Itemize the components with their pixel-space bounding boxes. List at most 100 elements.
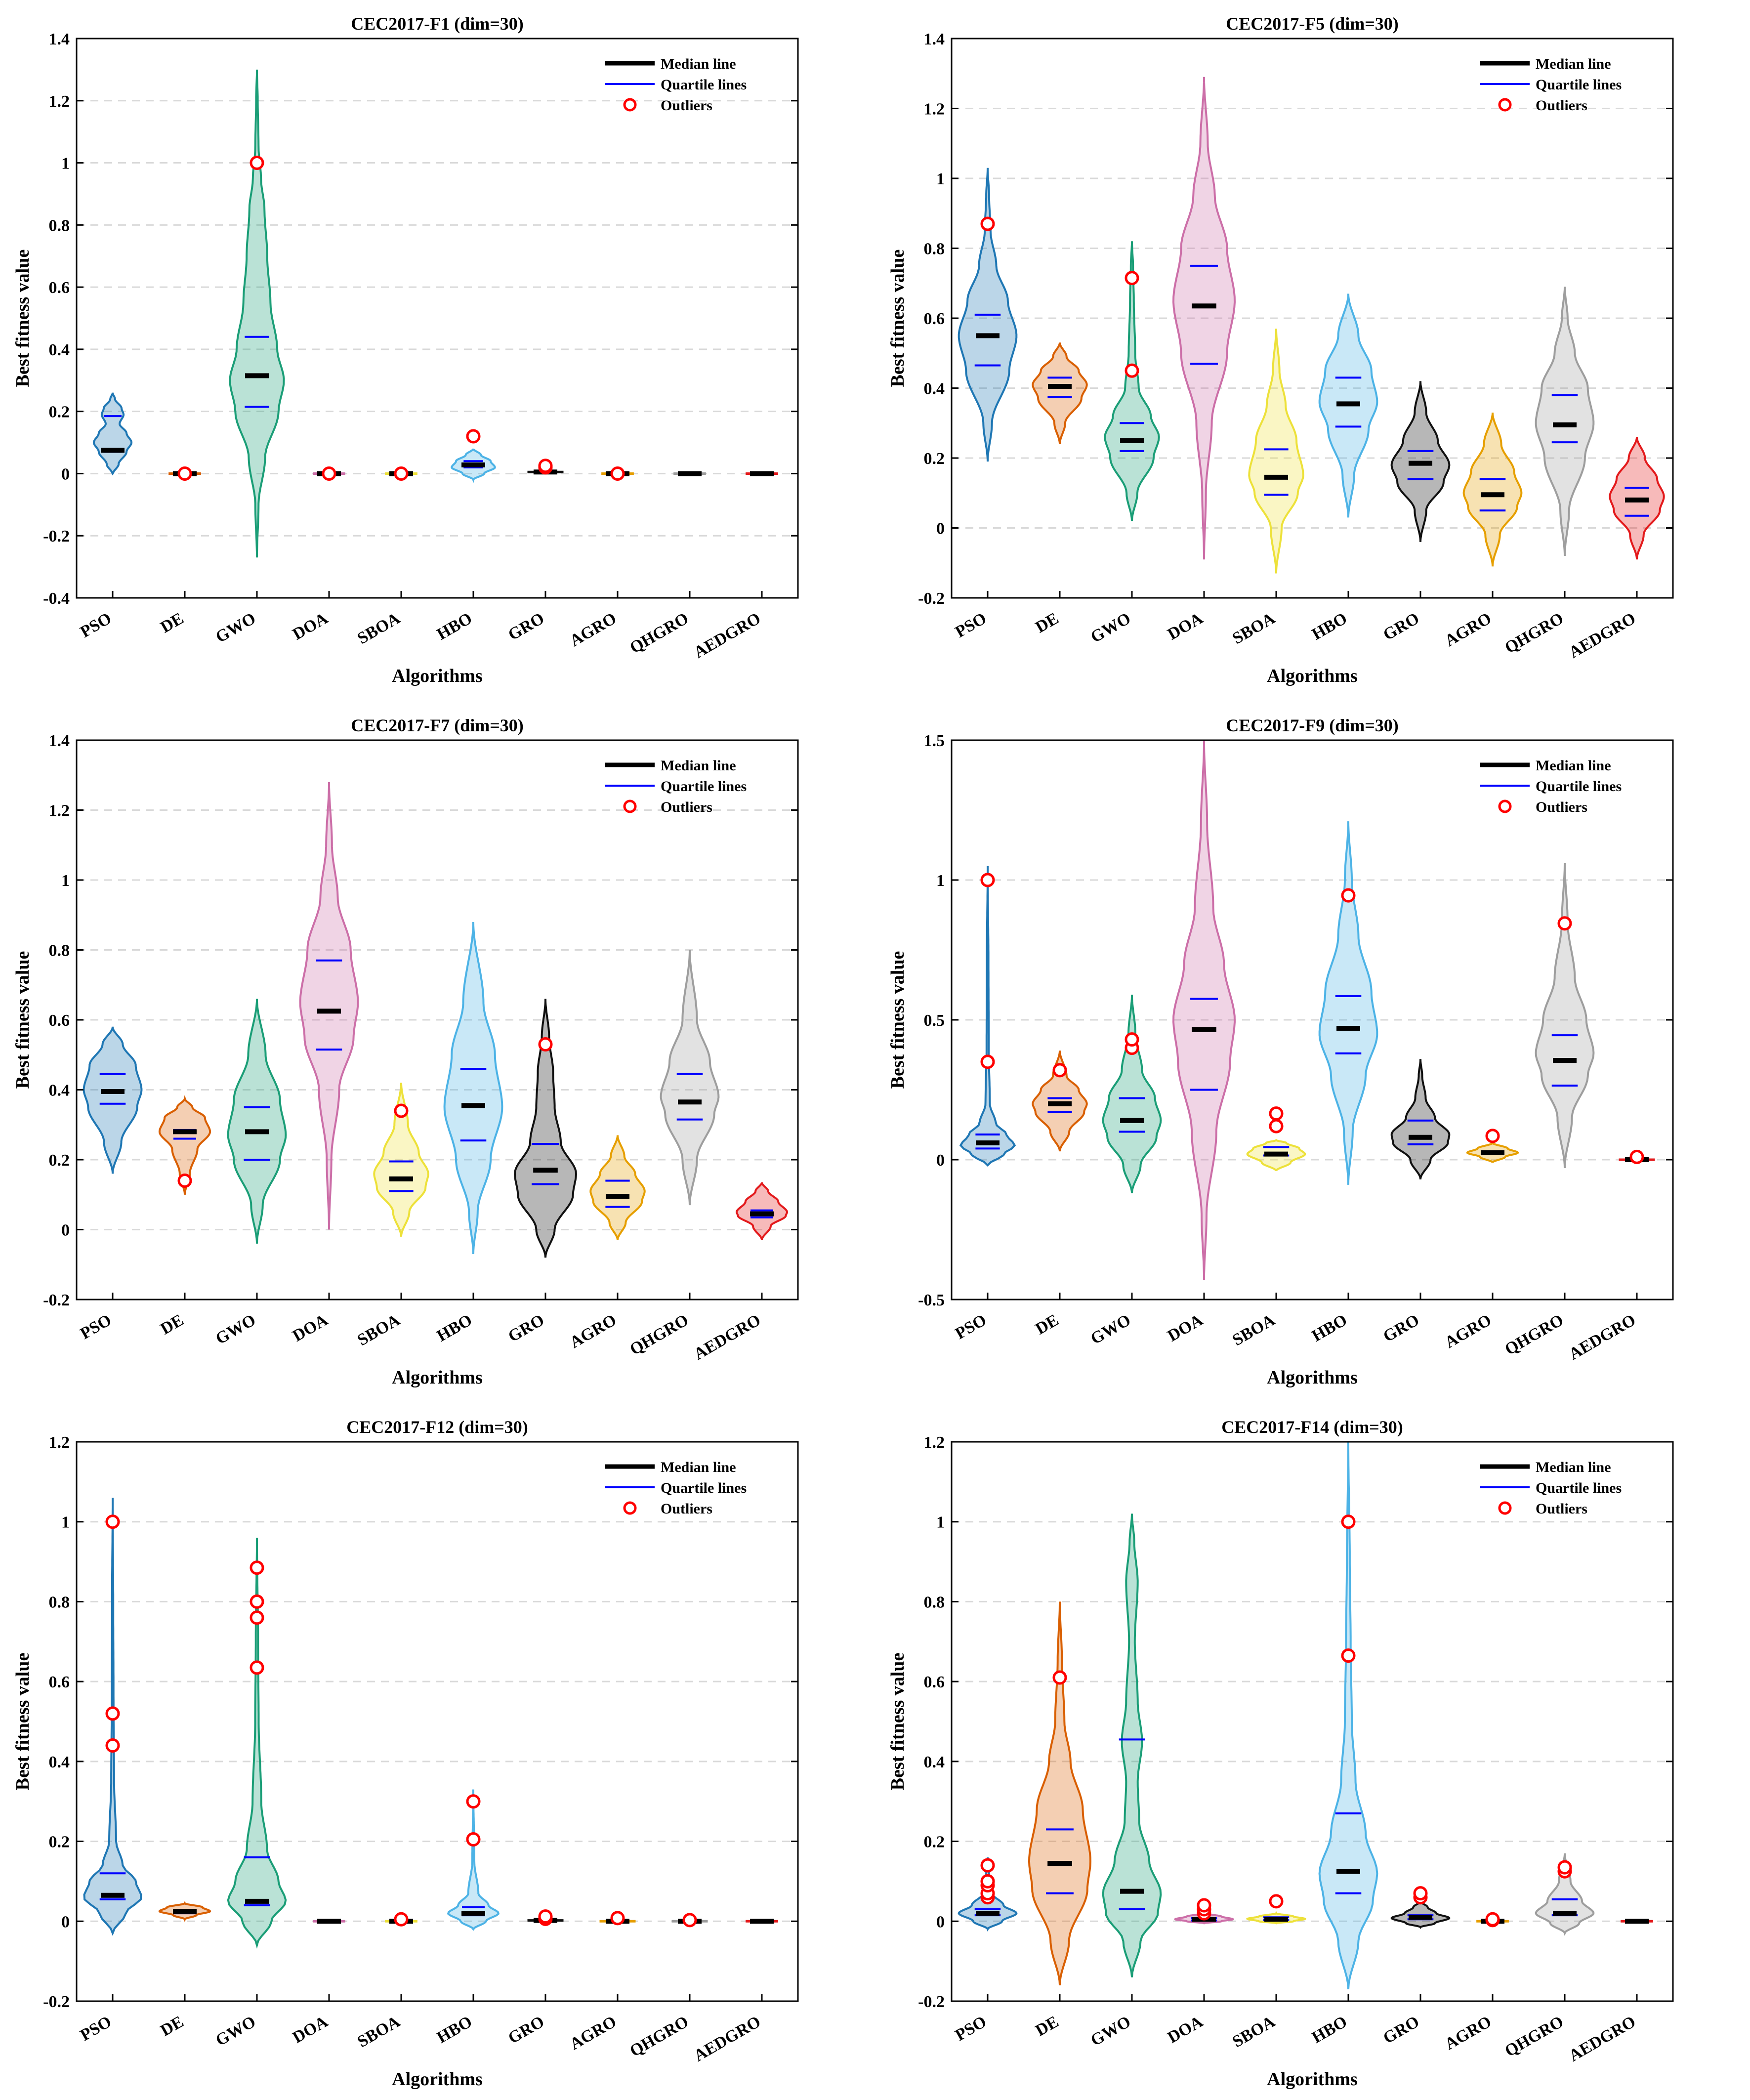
violin-gwo bbox=[1102, 995, 1162, 1194]
legend-outlier-label: Outliers bbox=[661, 799, 712, 815]
violin-body bbox=[1535, 287, 1595, 556]
x-tick-label-gro: GRO bbox=[505, 609, 547, 644]
violin-aedgro bbox=[1609, 437, 1665, 560]
legend-outlier-swatch bbox=[1498, 799, 1512, 813]
violin-gwo bbox=[229, 69, 285, 558]
outlier-point bbox=[394, 466, 409, 481]
y-tick-label: 0.6 bbox=[924, 310, 945, 328]
violin-aedgro bbox=[1619, 1149, 1655, 1164]
y-tick-label: 1.2 bbox=[924, 100, 945, 119]
y-tick-label: 0.4 bbox=[49, 1753, 70, 1771]
violin-qhgro bbox=[660, 950, 720, 1206]
violin-sboa bbox=[385, 466, 417, 481]
y-tick-label: 0.6 bbox=[924, 1673, 945, 1691]
legend-quartile-label: Quartile lines bbox=[661, 778, 747, 795]
y-tick-label: 0.8 bbox=[49, 216, 70, 235]
violin-body bbox=[443, 922, 503, 1255]
outlier-point bbox=[1341, 888, 1356, 903]
legend: Median line Quartile lines Outliers bbox=[605, 56, 747, 114]
y-axis-label: Best fitness value bbox=[887, 1653, 908, 1791]
x-axis-label: Algorithms bbox=[392, 1367, 483, 1388]
x-tick-label-hbo: HBO bbox=[434, 609, 475, 644]
y-tick-label: 1 bbox=[61, 872, 70, 890]
x-tick-label-de: DE bbox=[158, 609, 187, 637]
chart-title: CEC2017-F5 (dim=30) bbox=[1226, 14, 1399, 34]
y-tick-label: 0.6 bbox=[49, 1673, 70, 1691]
y-tick-label: 0.4 bbox=[49, 1082, 70, 1100]
legend-outlier-label: Outliers bbox=[661, 97, 712, 114]
y-tick-label: -0.4 bbox=[43, 589, 70, 608]
y-tick-label: 1 bbox=[936, 872, 945, 890]
outlier-point bbox=[1413, 1886, 1428, 1901]
x-tick-label-doa: DOA bbox=[290, 609, 331, 644]
y-tick-label: 0.8 bbox=[924, 1593, 945, 1611]
y-tick-label: 1.5 bbox=[924, 732, 945, 750]
legend-quartile-label: Quartile lines bbox=[1536, 1480, 1622, 1496]
y-tick-label: 1.2 bbox=[924, 1433, 945, 1452]
violin-body bbox=[299, 782, 359, 1230]
outlier-point bbox=[466, 1794, 481, 1809]
outlier-point bbox=[1125, 1032, 1139, 1047]
grid-lines bbox=[952, 1521, 1673, 1922]
violin-doa bbox=[1172, 77, 1236, 560]
x-tick-label-qhgro: QHGRO bbox=[1502, 1311, 1567, 1359]
violin-body bbox=[158, 1094, 211, 1195]
legend: Median line Quartile lines Outliers bbox=[605, 757, 747, 815]
grid-lines bbox=[952, 879, 1673, 1161]
violin-aedgro bbox=[735, 1182, 789, 1240]
legend: Median line Quartile lines Outliers bbox=[1480, 757, 1622, 815]
grid-lines bbox=[77, 809, 798, 1230]
x-tick-label-aedgro: AEDGRO bbox=[1566, 1311, 1639, 1364]
x-tick-label-de: DE bbox=[1033, 1311, 1062, 1339]
violin-gro bbox=[513, 999, 578, 1258]
violin-hbo bbox=[1318, 1442, 1378, 1989]
violin-pso bbox=[958, 1857, 1018, 1932]
legend-outlier-swatch bbox=[623, 799, 637, 813]
y-tick-label: 0.6 bbox=[49, 279, 70, 297]
violin-de bbox=[168, 466, 201, 481]
y-axis: -0.5 0 0.5 1 1.5 bbox=[918, 732, 1673, 1309]
x-tick-label-aedgro: AEDGRO bbox=[691, 609, 764, 662]
x-tick-label-gro: GRO bbox=[1380, 609, 1422, 644]
grid-lines bbox=[952, 108, 1673, 529]
y-axis-label: Best fitness value bbox=[887, 951, 908, 1089]
violin-de bbox=[1032, 1050, 1088, 1152]
outlier-point bbox=[1052, 1670, 1067, 1685]
legend-outlier-label: Outliers bbox=[1536, 1501, 1587, 1517]
outlier-point bbox=[538, 1909, 553, 1924]
chart-panel-f5: -0.2 0 0.2 0.4 0.6 0.8 1 1.2 1.4 PSO DE GWO DOA SBOA H… bbox=[887, 14, 1674, 686]
y-axis: -0.4 -0.2 0 0.2 0.4 0.6 0.8 1 1.2 1.4 bbox=[43, 30, 798, 608]
legend-median-label: Median line bbox=[661, 757, 736, 774]
x-axis-label: Algorithms bbox=[1267, 666, 1358, 686]
x-tick-label-gwo: GWO bbox=[1087, 1311, 1134, 1348]
y-tick-label: 0.4 bbox=[924, 1753, 945, 1771]
y-tick-label: 0.2 bbox=[924, 450, 945, 468]
x-tick-label-de: DE bbox=[1033, 2013, 1062, 2040]
violin-body bbox=[1248, 329, 1304, 574]
violin-qhgro bbox=[1535, 287, 1595, 556]
x-tick-label-gro: GRO bbox=[1380, 2013, 1422, 2048]
violin-body bbox=[447, 1789, 500, 1931]
x-tick-label-gwo: GWO bbox=[1087, 609, 1134, 646]
x-tick-label-pso: PSO bbox=[952, 609, 990, 641]
chart-panel-f14: -0.2 0 0.2 0.4 0.6 0.8 1 1.2 PSO DE GWO DOA SBOA HBO G… bbox=[887, 1417, 1674, 2090]
x-tick-label-pso: PSO bbox=[77, 1311, 115, 1343]
outlier-point bbox=[1485, 1912, 1500, 1927]
y-axis-label: Best fitness value bbox=[887, 250, 908, 387]
outlier-point bbox=[1485, 1129, 1500, 1143]
x-tick-label-doa: DOA bbox=[1165, 2013, 1206, 2047]
violin-gro bbox=[1390, 1059, 1451, 1179]
outlier-point bbox=[250, 1594, 264, 1609]
x-tick-label-aedgro: AEDGRO bbox=[1566, 2013, 1639, 2065]
violin-gwo bbox=[227, 1538, 287, 1949]
x-tick-label-doa: DOA bbox=[1165, 609, 1206, 644]
x-tick-label-qhgro: QHGRO bbox=[1502, 2013, 1567, 2060]
outlier-point bbox=[538, 459, 553, 473]
x-tick-label-de: DE bbox=[158, 1311, 187, 1339]
y-tick-label: 1.4 bbox=[49, 30, 70, 48]
outlier-point bbox=[466, 1832, 481, 1847]
violin-agro bbox=[599, 1911, 636, 1926]
legend-median-label: Median line bbox=[1536, 757, 1611, 774]
violin-gro bbox=[1390, 381, 1451, 542]
